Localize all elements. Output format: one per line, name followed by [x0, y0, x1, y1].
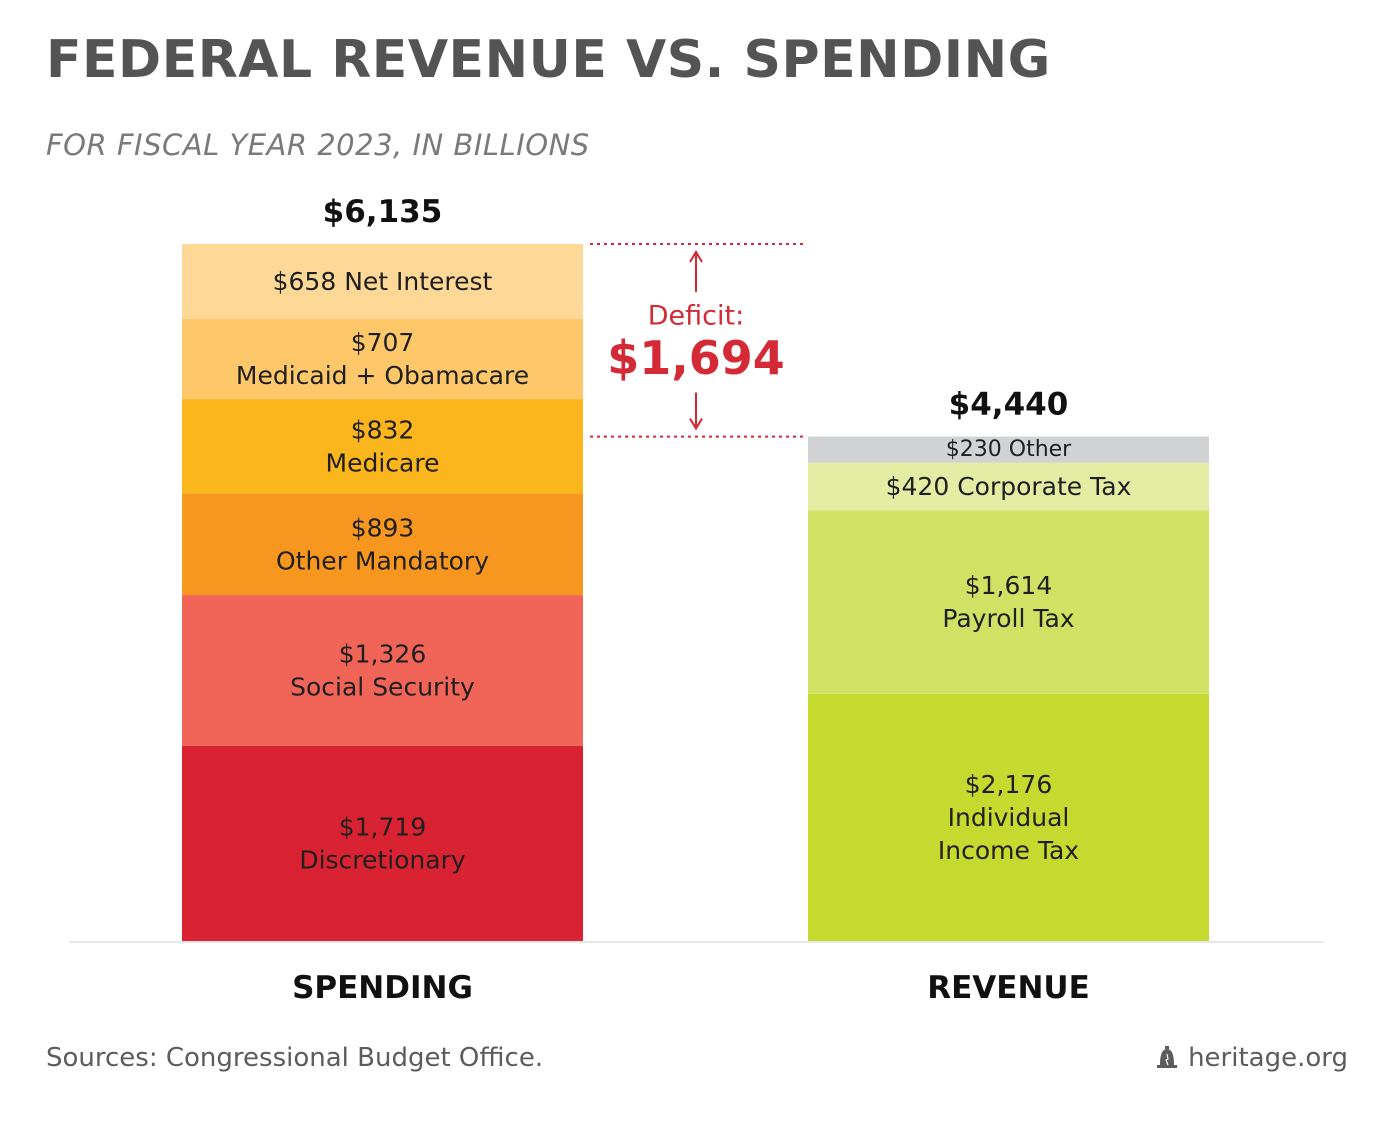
- revenue-corporate-tax-bar: [808, 462, 1209, 511]
- revenue-payroll-tax-bar: [808, 510, 1209, 694]
- spending-medicaid-obamacare-label: Medicaid + Obamacare: [236, 361, 529, 390]
- spending-other-mandatory-bar: [182, 493, 583, 596]
- revenue-corporate-tax-label: $420 Corporate Tax: [886, 472, 1132, 501]
- deficit-value: $1,694: [607, 331, 785, 385]
- deficit-label: Deficit:: [648, 301, 744, 332]
- spending-medicare-label: $832: [351, 415, 415, 444]
- revenue-other-label: $230 Other: [946, 437, 1072, 462]
- revenue-total-label: $4,440: [949, 387, 1069, 423]
- brand-name: heritage.org: [1188, 1043, 1348, 1073]
- spending-net-interest-label: $658 Net Interest: [273, 267, 493, 296]
- spending-social-security-label: $1,326: [339, 639, 426, 668]
- spending-social-security-bar: [182, 595, 583, 746]
- spending-medicare-label: Medicare: [326, 448, 440, 477]
- spending-net-interest-bar: [182, 244, 583, 319]
- spending-other-mandatory-label: Other Mandatory: [276, 546, 489, 575]
- revenue-individual-income-tax-label: Individual: [948, 803, 1070, 832]
- spending-social-security-label: Social Security: [290, 672, 475, 701]
- spending-medicaid-obamacare-bar: [182, 318, 583, 400]
- revenue-other-bar: [808, 436, 1209, 463]
- spending-category-label: SPENDING: [292, 970, 473, 1006]
- revenue-individual-income-tax-label: $2,176: [965, 770, 1052, 799]
- spending-discretionary-bar: [182, 745, 583, 941]
- revenue-category-label: REVENUE: [927, 970, 1090, 1006]
- revenue-payroll-tax-label: $1,614: [965, 571, 1052, 600]
- source-note: Sources: Congressional Budget Office.: [46, 1043, 544, 1073]
- spending-total-label: $6,135: [323, 194, 443, 230]
- deficit-up-arrow-icon: [689, 250, 703, 263]
- revenue-individual-income-tax-bar: [808, 693, 1209, 941]
- spending-medicaid-obamacare-label: $707: [351, 328, 415, 357]
- revenue-individual-income-tax-label: Income Tax: [938, 836, 1079, 865]
- chart-title: FEDERAL REVENUE VS. SPENDING: [46, 30, 1051, 90]
- chart-subtitle: FOR FISCAL YEAR 2023, IN BILLIONS: [46, 128, 590, 162]
- spending-discretionary-label: $1,719: [339, 812, 426, 841]
- deficit-down-arrow-icon: [689, 418, 703, 431]
- spending-other-mandatory-label: $893: [351, 513, 415, 542]
- spending-medicare-bar: [182, 399, 583, 494]
- revenue-payroll-tax-label: Payroll Tax: [942, 604, 1074, 633]
- liberty-bell-icon: [1157, 1046, 1178, 1068]
- spending-discretionary-label: Discretionary: [299, 845, 466, 874]
- brand-link[interactable]: heritage.org: [1156, 1043, 1348, 1073]
